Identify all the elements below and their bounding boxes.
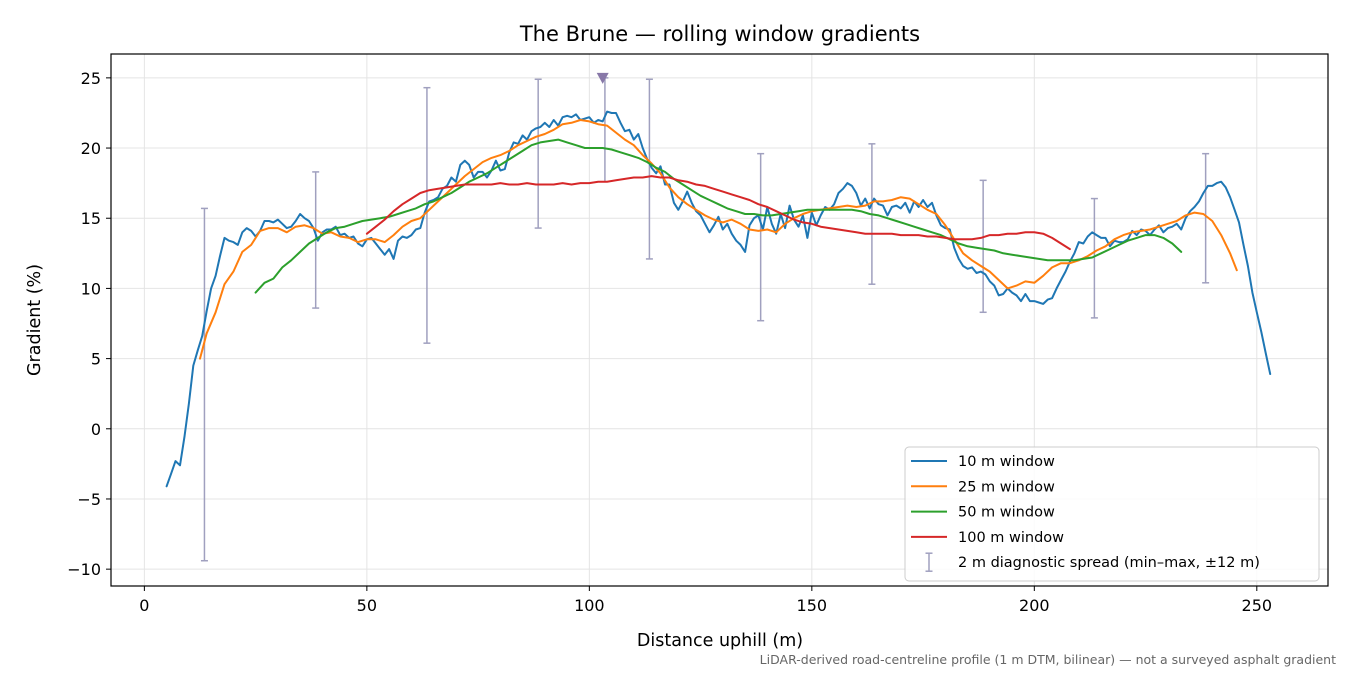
chart-title: The Brune — rolling window gradients bbox=[519, 22, 920, 46]
legend: 10 m window 25 m window 50 m window 100 m w… bbox=[904, 446, 1320, 582]
x-tick-label: 100 bbox=[574, 596, 605, 615]
x-tick-label: 250 bbox=[1242, 596, 1273, 615]
legend-label: 50 m window bbox=[958, 505, 1055, 521]
legend-entry: 2 m diagnostic spread (min–max, ±12 m) bbox=[925, 552, 1260, 572]
peak-marker-layer bbox=[596, 72, 609, 84]
y-axis-label: Gradient (%) bbox=[25, 264, 45, 376]
x-axis-label: Distance uphill (m) bbox=[637, 631, 803, 651]
diagnostic-spread-bar bbox=[534, 78, 542, 229]
diagnostic-spread-bar bbox=[645, 78, 653, 260]
peak-marker bbox=[596, 72, 609, 84]
y-tick-label: 0 bbox=[91, 420, 101, 439]
y-tick-label: 20 bbox=[81, 139, 101, 158]
diagnostic-spread-bar bbox=[423, 86, 431, 344]
x-tick-label: 0 bbox=[139, 596, 149, 615]
series-line-50-m-window bbox=[254, 138, 1183, 294]
diagnostic-spread-bar bbox=[1090, 197, 1098, 319]
diagnostic-spread-bars bbox=[200, 77, 1210, 562]
legend-label: 2 m diagnostic spread (min–max, ±12 m) bbox=[958, 555, 1260, 571]
x-axis-ticks: 0 50 100 150 200 250 bbox=[139, 586, 1272, 615]
y-tick-label: −10 bbox=[67, 560, 101, 579]
x-tick-label: 150 bbox=[797, 596, 828, 615]
legend-label: 10 m window bbox=[958, 454, 1055, 470]
series-line-25-m-window bbox=[199, 119, 1238, 360]
diagnostic-spread-bar bbox=[979, 179, 987, 314]
legend-entry: 100 m window bbox=[911, 530, 1064, 546]
x-tick-label: 200 bbox=[1019, 596, 1050, 615]
plot-frame bbox=[110, 53, 1329, 587]
footnote: LiDAR-derived road-centreline profile (1… bbox=[760, 652, 1336, 667]
y-axis-ticks: −10 −5 0 5 10 15 20 25 bbox=[67, 69, 111, 579]
legend-items: 10 m window 25 m window 50 m window 100 m w… bbox=[911, 454, 1260, 572]
legend-label: 25 m window bbox=[958, 479, 1055, 495]
y-tick-label: 10 bbox=[81, 279, 101, 298]
diagnostic-spread-bar bbox=[757, 152, 765, 322]
series-line-10-m-window bbox=[165, 110, 1272, 488]
legend-entry: 50 m window bbox=[911, 505, 1055, 521]
y-tick-label: 15 bbox=[81, 209, 101, 228]
legend-label: 100 m window bbox=[958, 530, 1064, 546]
series-line-100-m-window bbox=[365, 175, 1071, 251]
diagnostic-spread-bar bbox=[1202, 152, 1210, 284]
legend-entry: 25 m window bbox=[911, 479, 1055, 495]
y-tick-label: 25 bbox=[81, 69, 101, 88]
x-tick-label: 50 bbox=[357, 596, 377, 615]
y-tick-label: −5 bbox=[77, 490, 101, 509]
y-tick-label: 5 bbox=[91, 350, 101, 369]
legend-entry: 10 m window bbox=[911, 454, 1055, 470]
series-lines bbox=[165, 110, 1272, 488]
diagnostic-spread-bar bbox=[200, 207, 208, 562]
legend-box bbox=[904, 446, 1320, 582]
